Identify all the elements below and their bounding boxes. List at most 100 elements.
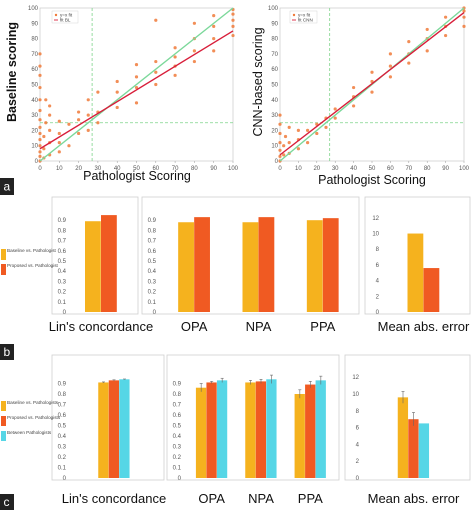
bar xyxy=(255,381,267,478)
x-tick-label: 30 xyxy=(95,166,102,172)
scatter-point xyxy=(38,73,42,77)
legend-line-3: Between Pathologists xyxy=(7,430,52,435)
x-tick-label: 80 xyxy=(424,166,431,172)
y-tick-label: 0.7 xyxy=(58,403,67,409)
bar-row-c: 0 0.1 0.2 0.3 0.4 0.5 0.6 0.7 0.8 0.9 Lin's concor… xyxy=(1,354,471,506)
bar-group: PPA xyxy=(294,375,326,506)
legend-line-1: Baseline vs. Pathologist xyxy=(7,248,56,253)
scatter-point xyxy=(192,59,196,64)
y-tick-label: 0.3 xyxy=(148,279,157,285)
y-tick-label: 80 xyxy=(271,37,278,43)
y-tick-label: 0.1 xyxy=(148,300,157,306)
y-tick-label: 0.6 xyxy=(58,413,67,419)
y-tick-label: 2 xyxy=(356,459,360,465)
scatter-point xyxy=(333,107,337,111)
x-tick-label: 40 xyxy=(350,166,357,172)
scatter-point xyxy=(283,134,288,139)
scatter-point xyxy=(388,75,392,79)
bar xyxy=(119,379,130,478)
y-tick-label: 10 xyxy=(271,144,278,150)
legend-label-2: fit BL xyxy=(60,18,71,23)
scatter-point xyxy=(173,46,177,50)
scatter-point xyxy=(38,154,42,159)
bar xyxy=(101,215,117,312)
bar-group: PPA xyxy=(306,218,339,334)
y-tick-label: 0.8 xyxy=(58,392,67,398)
scatter-point xyxy=(96,121,100,125)
scatter-point xyxy=(77,131,81,136)
scatter-point xyxy=(212,14,216,18)
y-tick-label: 0.5 xyxy=(58,424,67,430)
bar xyxy=(245,382,256,478)
y-tick-label: 20 xyxy=(31,128,38,134)
row-b-legend: Baseline vs. Pathologist Proposed vs. Pa… xyxy=(1,248,59,275)
bar xyxy=(178,222,194,312)
y-tick-label: 90 xyxy=(31,21,38,27)
x-axis-label: Pathologist Scoring xyxy=(83,169,191,183)
y-axis-label: Baseline scoring xyxy=(5,22,19,122)
x-tick-label: 70 xyxy=(405,166,412,172)
y-tick-label: 0.9 xyxy=(58,382,67,388)
y-tick-label: 0.2 xyxy=(58,290,67,296)
scatter-point xyxy=(38,85,42,90)
x-tick-label: 90 xyxy=(442,166,449,172)
y-tick-label: 6 xyxy=(376,263,380,269)
y-tick-label: 12 xyxy=(352,375,359,381)
scatter-point xyxy=(115,79,119,84)
scatter-point xyxy=(231,33,235,38)
scatter-point xyxy=(67,122,71,126)
y-tick-label: 0.3 xyxy=(58,279,67,285)
y-tick-label: 0.3 xyxy=(58,445,67,451)
scatter-point xyxy=(278,141,282,145)
y-tick-label: 100 xyxy=(268,6,279,12)
y-tick-label: 0.7 xyxy=(58,239,67,245)
y-tick-label: 0 xyxy=(153,310,157,316)
y-tick-label: 2 xyxy=(376,294,380,300)
bar xyxy=(194,217,210,312)
y-tick-label: 30 xyxy=(271,113,278,119)
fit-line-regression xyxy=(279,12,465,156)
y-tick-label: 0.3 xyxy=(173,445,182,451)
scatter-point xyxy=(38,98,42,102)
scatter-point xyxy=(278,113,282,117)
scatter-point xyxy=(306,141,310,145)
scatter-point xyxy=(287,141,291,145)
y-tick-label: 4 xyxy=(356,442,360,448)
scatter-point xyxy=(296,147,300,151)
bar xyxy=(294,394,305,478)
scatter-point xyxy=(115,90,119,94)
scatter-point xyxy=(278,148,282,152)
scatter-baseline-legend: y=x fit fit BL xyxy=(51,10,79,24)
scatter-point xyxy=(115,105,119,110)
x-axis-label: Pathologist Scoring xyxy=(318,173,426,187)
bar xyxy=(306,220,323,312)
y-tick-label: 40 xyxy=(271,98,278,104)
y-tick-label: 30 xyxy=(31,113,38,119)
group-label: OPA xyxy=(198,491,225,506)
scatter-point xyxy=(173,73,177,77)
y-tick-label: 0 xyxy=(376,310,380,316)
x-tick-label: 40 xyxy=(114,166,121,172)
y-tick-label: 50 xyxy=(31,83,38,89)
scatter-point xyxy=(278,122,282,126)
scatter-point xyxy=(333,116,337,120)
y-tick-label: 70 xyxy=(31,52,38,58)
bar xyxy=(408,419,419,478)
scatter-point xyxy=(388,64,392,68)
x-tick-label: 10 xyxy=(56,166,63,172)
scatter-point xyxy=(38,144,42,148)
scatter-point xyxy=(212,49,216,53)
scatter-point xyxy=(278,154,282,159)
x-tick-label: 20 xyxy=(313,166,320,172)
scatter-point xyxy=(154,70,158,74)
bar xyxy=(315,380,326,478)
y-tick-label: 0.4 xyxy=(148,269,157,275)
bar xyxy=(322,218,339,312)
group-label: Lin's concordance xyxy=(49,319,153,334)
scatter-point xyxy=(38,150,42,154)
scatter-point xyxy=(444,33,448,38)
scatter-point xyxy=(57,150,61,154)
scatter-point xyxy=(38,118,42,122)
scatter-point xyxy=(48,128,52,132)
group-label: NPA xyxy=(246,319,272,334)
